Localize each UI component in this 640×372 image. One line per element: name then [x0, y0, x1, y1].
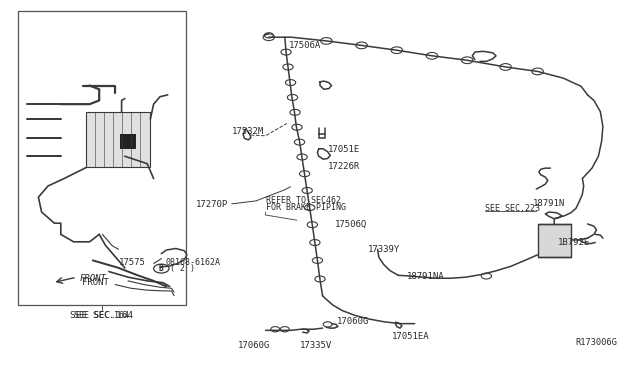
Text: REFER TO SEC462: REFER TO SEC462 [266, 196, 340, 205]
Text: 18791N: 18791N [532, 199, 564, 208]
Text: SEE SEC.164: SEE SEC.164 [70, 311, 133, 320]
Text: 17226R: 17226R [328, 162, 360, 171]
Text: 1B792E: 1B792E [558, 238, 590, 247]
Text: 17506A: 17506A [289, 41, 321, 50]
Text: 17051EA: 17051EA [392, 332, 429, 341]
Text: 08168-6162A: 08168-6162A [165, 258, 220, 267]
Text: 17532M: 17532M [232, 127, 264, 136]
Bar [86, 112, 150, 167]
Text: 17060G: 17060G [238, 341, 270, 350]
Text: SEE SEC.164: SEE SEC.164 [74, 311, 129, 320]
Text: 17335V: 17335V [300, 341, 332, 350]
Text: 17060G: 17060G [337, 317, 369, 326]
Text: 17270P: 17270P [196, 200, 228, 209]
Text: 17051E: 17051E [328, 145, 360, 154]
Bar [120, 134, 136, 149]
Text: R173006G: R173006G [575, 338, 618, 347]
Text: FOR BRAKE PIPING: FOR BRAKE PIPING [266, 203, 346, 212]
Bar [18, 11, 186, 305]
Text: FRONT: FRONT [80, 274, 107, 283]
Text: 17339Y: 17339Y [368, 246, 400, 254]
Text: ( 2 ): ( 2 ) [170, 264, 195, 273]
Text: 17575: 17575 [119, 258, 146, 267]
Text: FRONT: FRONT [82, 278, 109, 287]
Text: SEE SEC.223: SEE SEC.223 [485, 204, 540, 213]
Text: B: B [159, 264, 164, 273]
Text: 18791NA: 18791NA [406, 272, 444, 281]
Bar [538, 224, 571, 257]
Text: 17506Q: 17506Q [335, 220, 367, 229]
